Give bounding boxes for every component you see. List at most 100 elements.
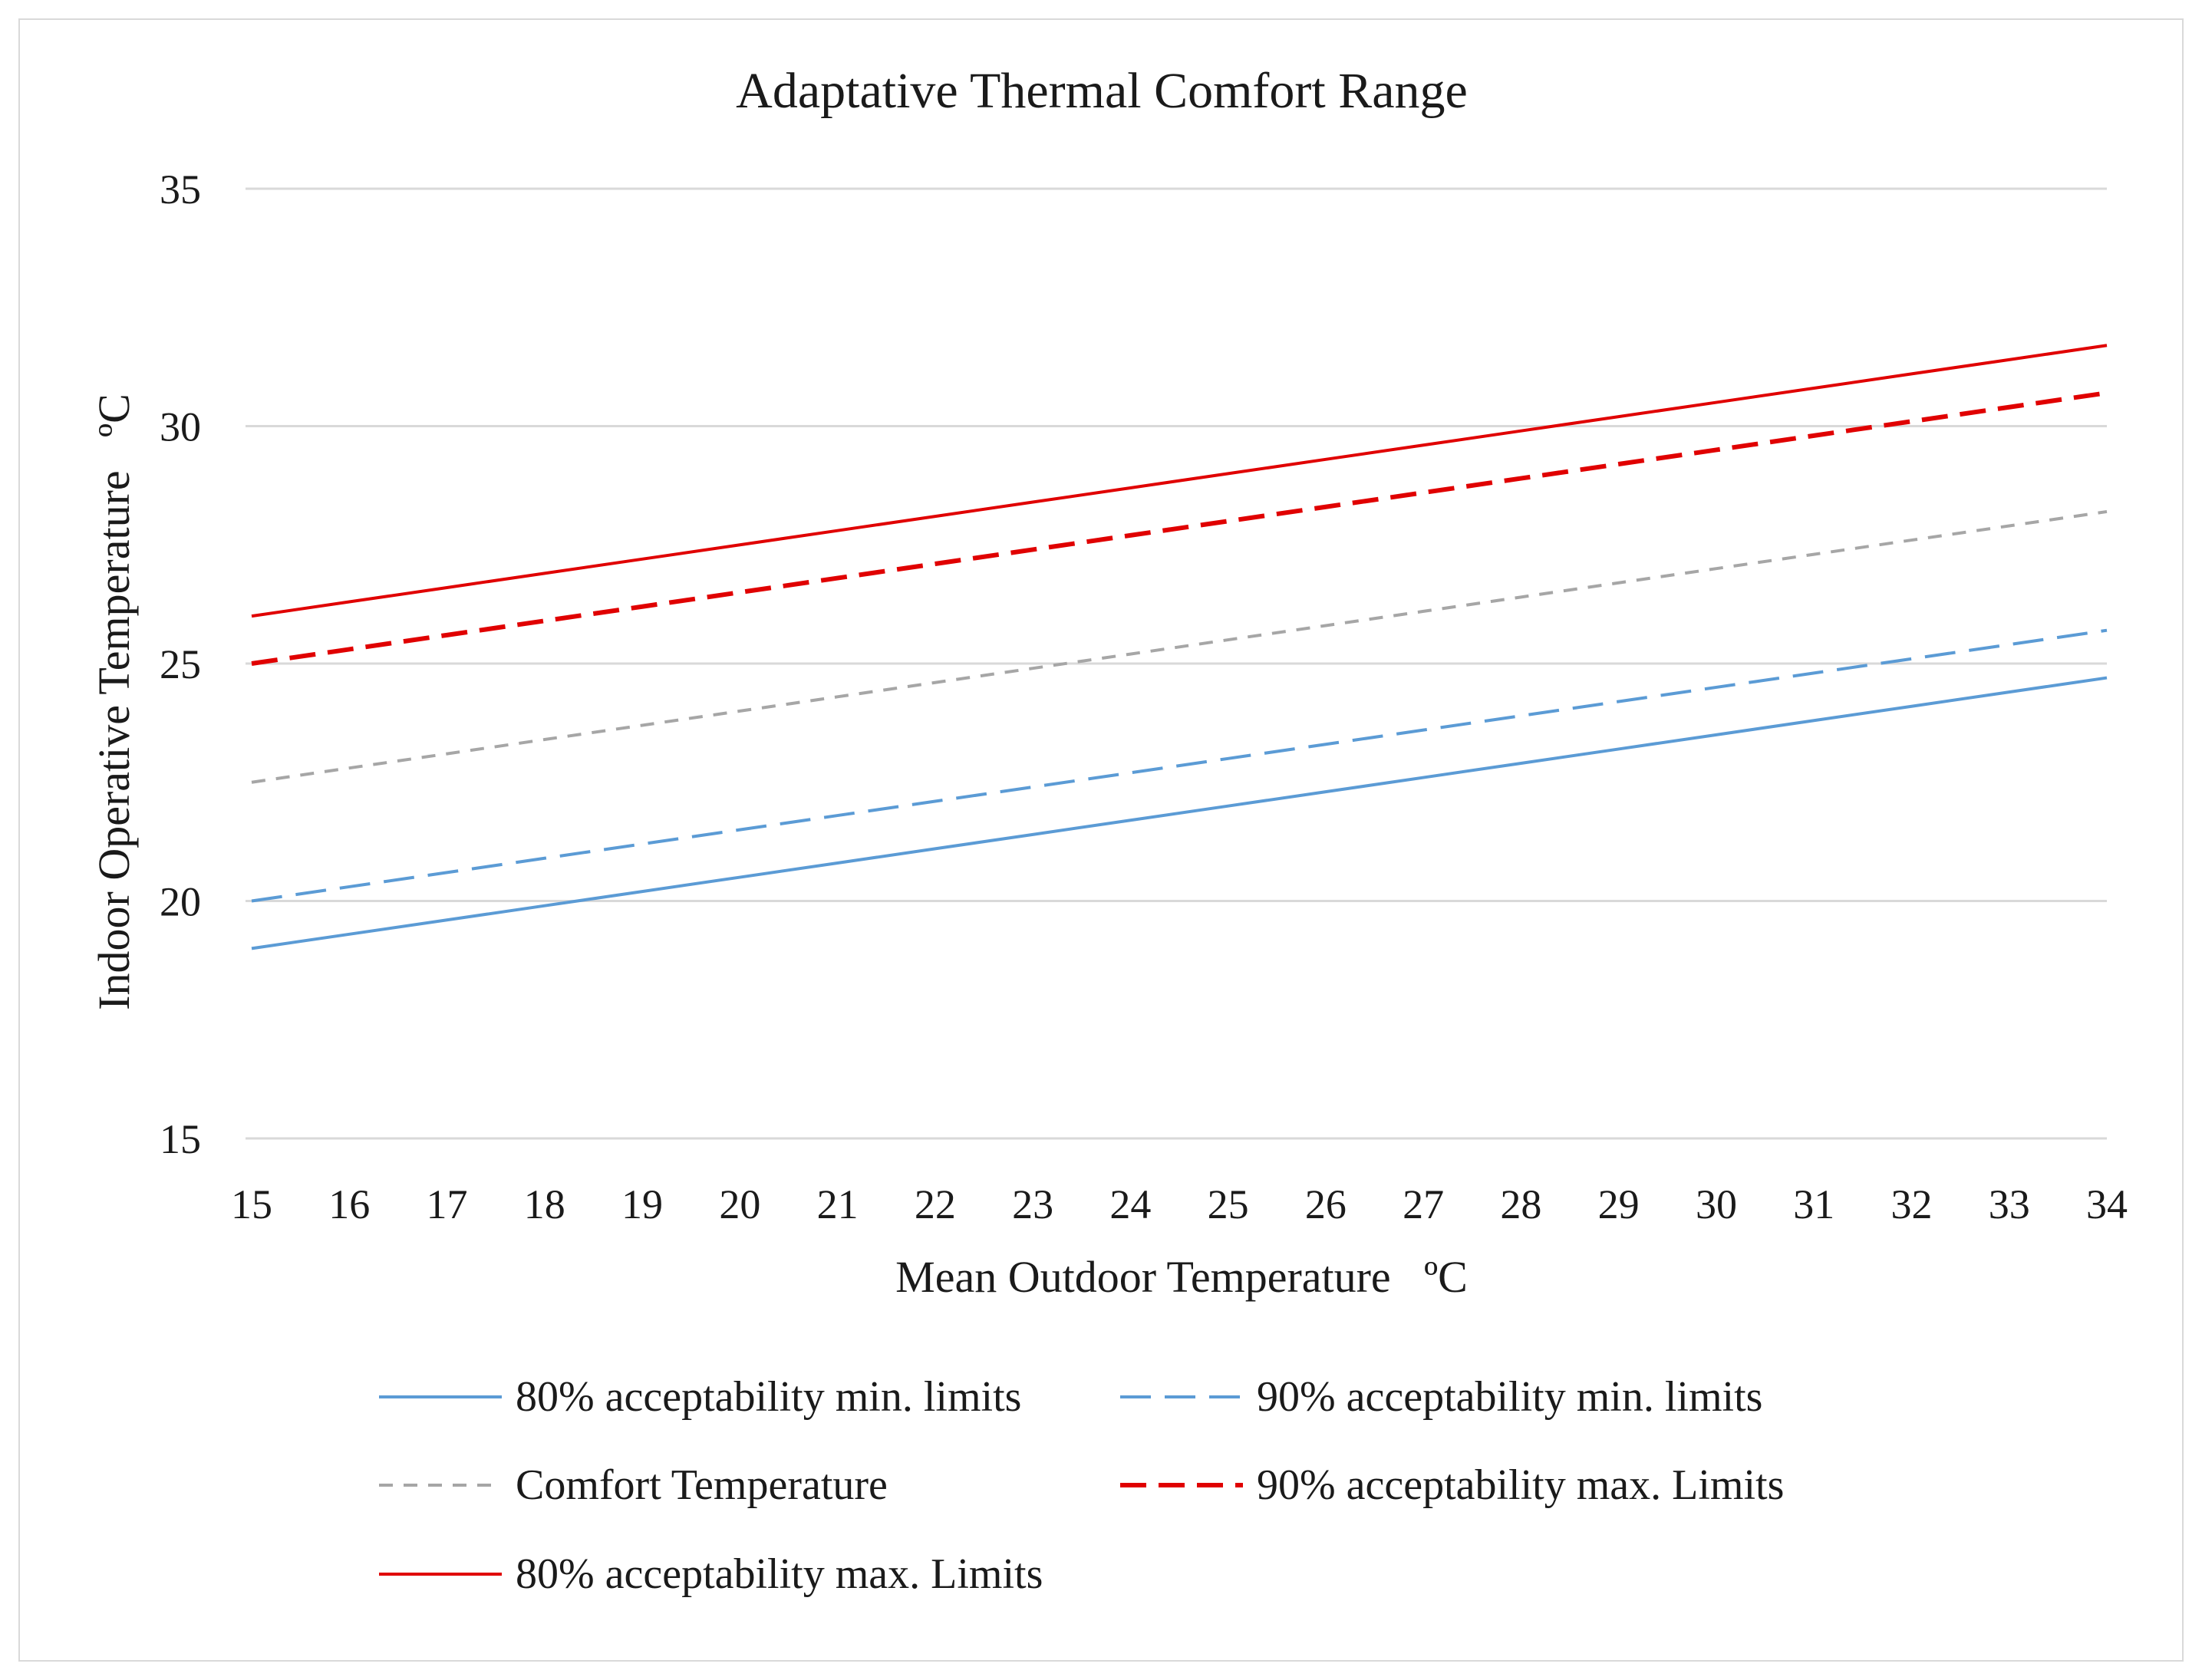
series-2 [249,628,2108,904]
series-line [251,676,2108,950]
data-point [933,680,938,685]
data-point [2105,676,2109,680]
data-point [1030,666,1035,670]
data-point [1226,637,1231,642]
data-point [347,884,351,889]
data-point [1811,670,1816,675]
data-point [1128,486,1132,490]
data-point [249,780,254,785]
series-3 [249,509,2108,785]
data-point [1030,500,1035,505]
data-point [249,946,254,950]
data-point [2007,405,2012,410]
series-lines [249,344,2109,950]
x-tick-label: 20 [719,1181,760,1227]
x-tick-label: 15 [231,1181,272,1227]
data-point [1226,756,1231,761]
x-tick-label: 30 [1696,1181,1737,1227]
y-axis-label: Indoor Operative Temperature ºC [89,394,139,1010]
data-point [542,904,547,908]
data-point [1909,419,1914,423]
data-point [445,633,450,637]
x-axis-label: Mean Outdoor Temperature ºC [895,1252,1468,1302]
data-point [2105,390,2109,395]
x-tick-label: 34 [2086,1181,2128,1227]
data-point [1617,581,1621,585]
data-point [1421,443,1426,447]
data-point [1617,700,1621,704]
data-point [1714,447,1719,452]
data-point [836,861,840,865]
data-point [933,799,938,804]
y-tick-label: 30 [160,404,201,450]
data-point [737,542,742,547]
data-point [640,723,644,727]
legend-label: 90% acceptability min. limits [1257,1373,1762,1421]
data-point [2007,690,2012,694]
y-tick-labels: 15 20 25 30 35 [160,166,201,1162]
data-point [1909,538,1914,542]
legend-label: 80% acceptability max. Limits [516,1550,1043,1598]
data-point [1128,652,1132,657]
data-point [445,752,450,756]
data-point [1421,776,1426,780]
legend-item: 90% acceptability min. limits [1120,1373,1762,1421]
data-point [933,562,938,566]
series-5 [251,344,2108,618]
x-tick-label: 24 [1109,1181,1151,1227]
x-tick-label: 32 [1890,1181,1932,1227]
data-point [836,694,840,699]
data-point [1324,505,1328,509]
chart-title: Adaptative Thermal Comfort Range [736,63,1468,119]
data-point [1128,770,1132,775]
data-point [249,899,254,904]
data-point [1617,746,1621,751]
data-point [933,514,938,519]
data-point [249,661,254,666]
data-point [1030,547,1035,552]
legend-label: 80% acceptability min. limits [516,1373,1021,1421]
legend-label: 90% acceptability max. Limits [1257,1461,1784,1509]
x-tick-label: 25 [1208,1181,1249,1227]
x-tick-label: 26 [1305,1181,1347,1227]
data-point [836,813,840,818]
y-tick-label: 25 [160,641,201,687]
data-point [1324,623,1328,628]
gridlines [246,187,2107,1140]
legend: 80% acceptability min. limits 90% accepta… [379,1373,1784,1598]
y-tick-label: 15 [160,1116,201,1162]
series-line [251,509,2108,784]
data-point [1714,685,1719,690]
legend-item: Comfort Temperature [379,1461,888,1509]
data-point [2007,523,2012,528]
data-point [1811,718,1816,723]
x-tick-label: 22 [915,1181,956,1227]
data-point [445,917,450,922]
data-point [1811,386,1816,390]
x-tick-label: 23 [1012,1181,1053,1227]
data-point [1324,789,1328,794]
x-tick-label: 17 [427,1181,468,1227]
data-point [1226,519,1231,523]
y-tick-label: 35 [160,166,201,212]
data-point [1226,471,1231,476]
data-point [1518,595,1523,599]
data-point [1811,552,1816,557]
x-tick-label: 33 [1989,1181,2030,1227]
data-point [1714,400,1719,405]
data-point [640,604,644,609]
x-tick-labels: 15 16 17 18 19 20 21 22 23 24 25 26 27 28 29 30 31 32 33 34 [231,1181,2128,1227]
data-point [1617,462,1621,466]
legend-label: Comfort Temperature [516,1461,888,1509]
series-4 [249,390,2109,666]
data-point [1518,429,1523,433]
data-point [1909,371,1914,376]
data-point [1128,533,1132,538]
data-point [1226,804,1231,809]
data-point [1518,761,1523,766]
data-point [347,647,351,651]
data-point [640,557,644,562]
data-point [1030,785,1035,789]
data-point [737,590,742,595]
data-point [640,889,644,894]
